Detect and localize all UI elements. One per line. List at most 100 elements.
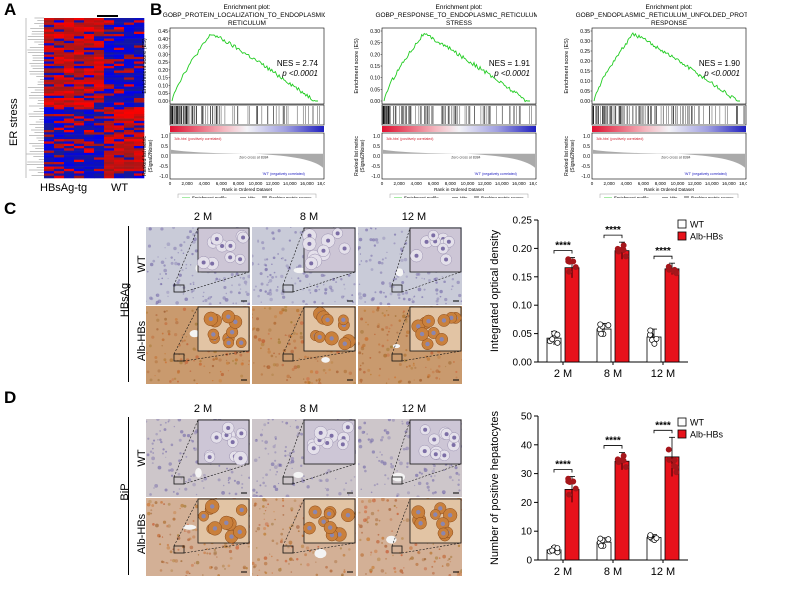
legend-swatch-wt (677, 219, 687, 229)
heatmap-cell (134, 95, 145, 99)
micrograph-speckle (155, 314, 158, 317)
heatmap-cell (54, 68, 65, 71)
heatmap-cell (64, 168, 75, 172)
micrograph-speckle (277, 340, 282, 344)
micrograph-speckle (293, 324, 296, 326)
micrograph-speckle (281, 363, 285, 367)
micrograph-speckle (405, 334, 408, 338)
micrograph-speckle (227, 564, 231, 568)
heatmap-cell (124, 109, 135, 113)
heatmap-cell (44, 77, 55, 81)
micrograph-speckle (263, 527, 267, 531)
data-point (622, 253, 629, 260)
micrograph-speckle (376, 308, 380, 312)
inset-nucleus (452, 435, 457, 440)
heatmap-cell (54, 54, 65, 58)
heatmap-cell (104, 141, 115, 145)
micrograph-speckle (202, 574, 204, 576)
inset-nucleus (229, 534, 234, 539)
micrograph-speckle (378, 519, 381, 522)
heatmap-cell (84, 29, 95, 33)
micrograph-vessel (195, 468, 202, 478)
micrograph-speckle (175, 301, 179, 305)
micrograph-speckle (242, 276, 246, 280)
heatmap-cell (64, 102, 75, 106)
micrograph-speckle (307, 356, 310, 359)
micrograph-speckle (388, 282, 392, 285)
micrograph-speckle (157, 256, 159, 258)
micrograph-speckle (358, 295, 363, 300)
gsea-legend-hits: Hits (248, 196, 255, 199)
micrograph-speckle (271, 539, 275, 543)
micrograph-speckle (372, 498, 376, 503)
heatmap-cell (94, 111, 105, 115)
micrograph-speckle (210, 566, 213, 569)
micrograph-speckle (264, 510, 267, 512)
micrograph-speckle (197, 554, 200, 556)
micrograph-speckle (317, 381, 322, 384)
micrograph-speckle (389, 456, 394, 460)
micrograph-speckle (164, 488, 168, 492)
micrograph-speckle (185, 574, 188, 576)
heatmap-cell (64, 118, 75, 122)
micrograph-speckle (286, 379, 289, 382)
y-tick-label: 20 (521, 498, 533, 509)
heatmap-cell (64, 114, 75, 117)
micrograph-speckle (438, 370, 441, 374)
micrograph-speckle (434, 556, 439, 560)
heatmap-cell (64, 45, 75, 49)
micrograph-vessel (392, 344, 401, 349)
micrograph-speckle (171, 378, 175, 381)
micrograph-zoom-line (183, 542, 250, 554)
micrograph-speckle (449, 555, 453, 559)
heatmap-cell (124, 152, 135, 156)
micrograph-speckle (204, 298, 208, 303)
micrograph-speckle (203, 365, 206, 368)
heatmap-cell (74, 116, 85, 119)
heatmap-cell (124, 22, 135, 26)
micrograph-speckle (187, 538, 190, 542)
data-point (614, 456, 621, 463)
micrograph-speckle (406, 491, 411, 495)
micrograph-speckle (151, 442, 154, 445)
micrograph-speckle (323, 284, 325, 286)
micrograph-speckle (431, 491, 435, 495)
micrograph-speckle (294, 231, 297, 234)
heatmap-cell (84, 141, 95, 145)
micrograph-speckle (318, 378, 321, 381)
micrograph-speckle (266, 292, 270, 296)
micrograph-speckle (382, 461, 387, 466)
micrograph-roi (282, 545, 294, 554)
micrograph-speckle (288, 540, 293, 545)
heatmap-cell (84, 36, 95, 39)
micrograph-speckle (364, 337, 369, 341)
micrograph-speckle (195, 560, 200, 565)
micrograph-speckle (164, 272, 168, 275)
micrograph-speckle (190, 439, 192, 442)
micrograph-speckle (456, 573, 461, 576)
heatmap-cell (134, 22, 145, 26)
micrograph-speckle (263, 423, 267, 427)
heatmap-cell (124, 148, 135, 151)
micrograph-alb-0 (146, 306, 250, 384)
micrograph-speckle (375, 518, 379, 522)
micrograph-speckle (399, 247, 404, 251)
heatmap-cell (94, 59, 105, 62)
gsea-es-ylabel: Enrichment score (ES) (354, 38, 360, 93)
heatmap-cell (94, 109, 105, 113)
heatmap-cell (124, 72, 135, 76)
micrograph-speckle (169, 380, 172, 383)
micrograph-speckle (373, 484, 376, 487)
micrograph-speckle (377, 260, 382, 265)
heatmap-cell (104, 114, 115, 117)
heatmap-cell (104, 109, 115, 113)
micrograph-speckle (302, 288, 304, 291)
micrograph-speckle (405, 365, 408, 368)
heatmap-cell (84, 86, 95, 90)
heatmap-cell (74, 20, 85, 23)
micrograph-speckle (149, 378, 153, 382)
heatmap-cell (124, 168, 135, 172)
micrograph-speckle (171, 558, 176, 563)
heatmap-cell (104, 27, 115, 30)
micrograph-speckle (264, 447, 267, 450)
